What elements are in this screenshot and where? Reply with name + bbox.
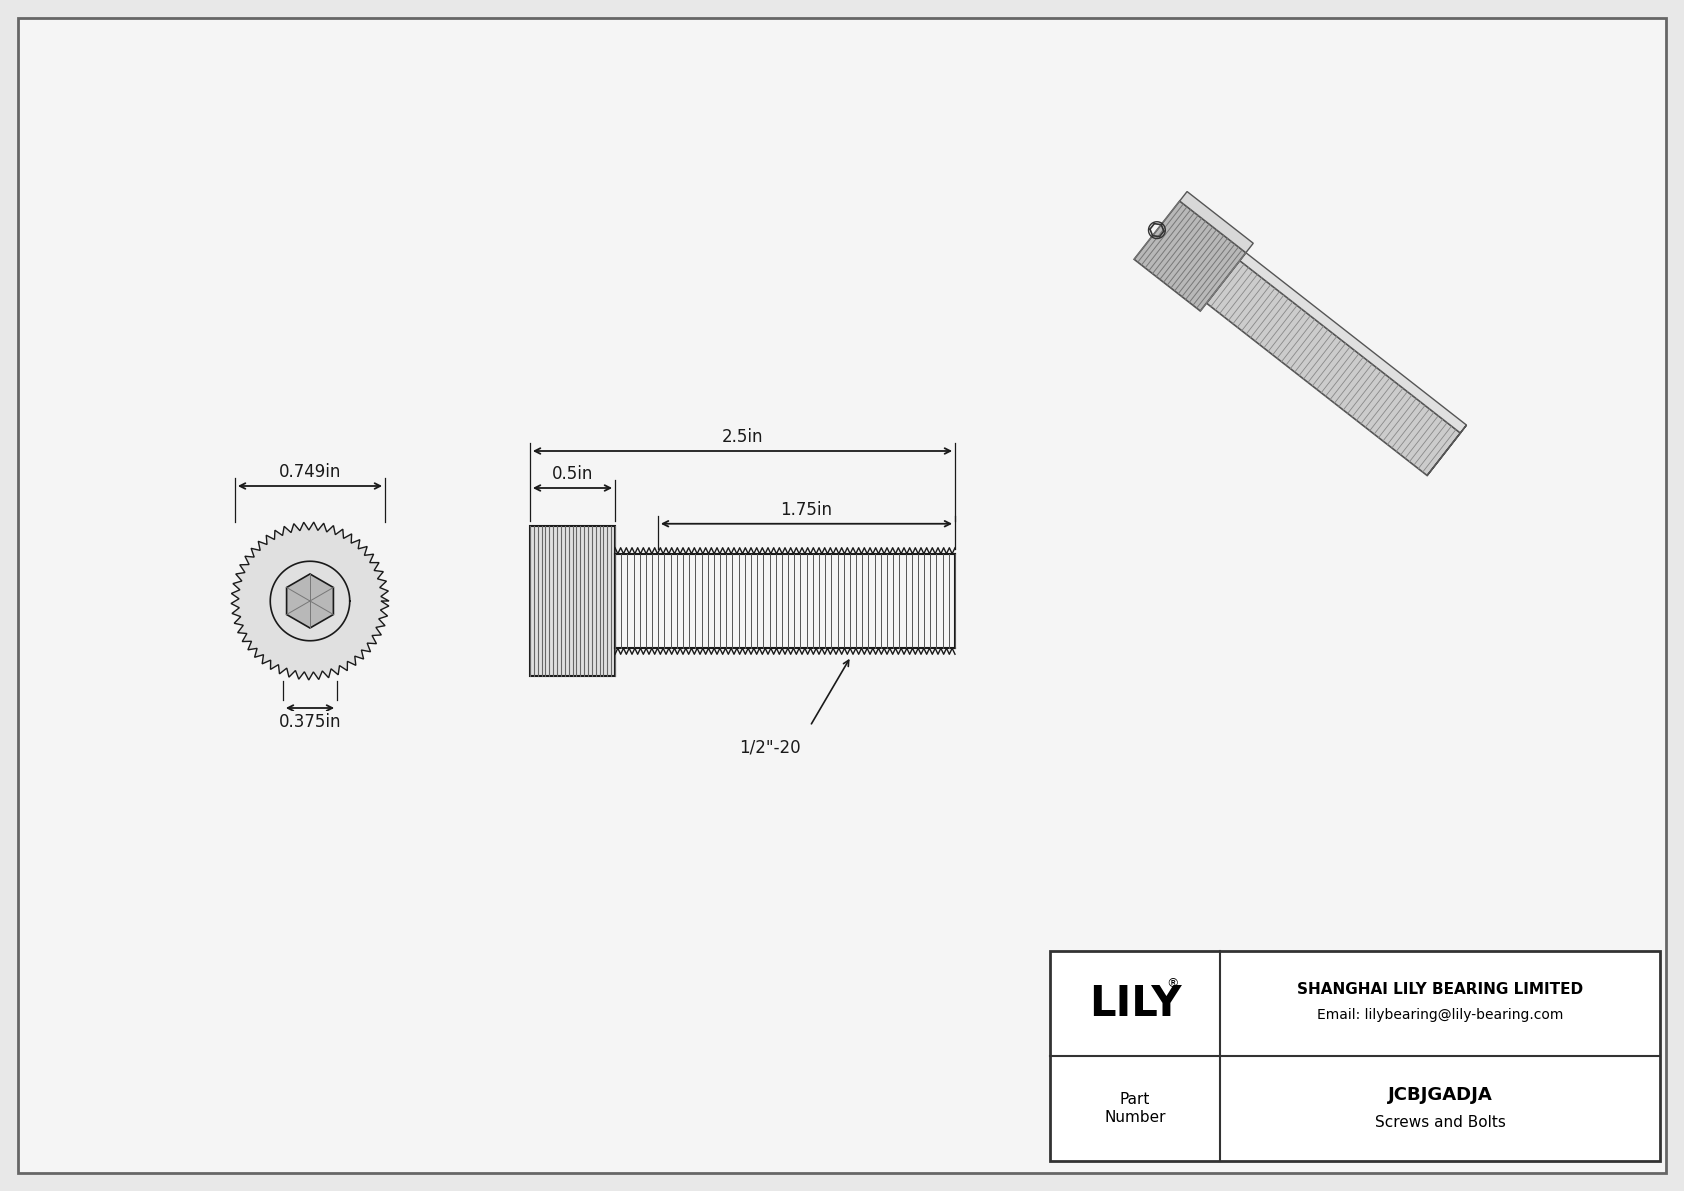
Text: ®: ® bbox=[1167, 977, 1179, 990]
Text: SHANGHAI LILY BEARING LIMITED: SHANGHAI LILY BEARING LIMITED bbox=[1297, 983, 1583, 997]
Text: Email: lilybearing@lily-bearing.com: Email: lilybearing@lily-bearing.com bbox=[1317, 1009, 1563, 1023]
Text: 0.749in: 0.749in bbox=[280, 463, 342, 481]
Text: JCBJGADJA: JCBJGADJA bbox=[1388, 1085, 1492, 1104]
Polygon shape bbox=[1206, 261, 1460, 475]
Polygon shape bbox=[1133, 201, 1246, 311]
Bar bbox=[530, 526, 615, 676]
Text: 2.5in: 2.5in bbox=[722, 428, 763, 445]
Bar bbox=[1051, 950, 1660, 1161]
Polygon shape bbox=[1426, 425, 1467, 475]
Polygon shape bbox=[231, 522, 389, 680]
Text: 1/2"-20: 1/2"-20 bbox=[739, 738, 802, 756]
Polygon shape bbox=[1239, 252, 1467, 434]
Text: 0.5in: 0.5in bbox=[552, 464, 593, 484]
Polygon shape bbox=[286, 574, 333, 628]
Text: Part
Number: Part Number bbox=[1105, 1092, 1165, 1124]
Text: 0.375in: 0.375in bbox=[280, 713, 342, 731]
Text: Screws and Bolts: Screws and Bolts bbox=[1374, 1115, 1505, 1130]
Polygon shape bbox=[1180, 192, 1253, 252]
Text: 1.75in: 1.75in bbox=[780, 500, 832, 519]
Text: LILY: LILY bbox=[1090, 983, 1180, 1024]
